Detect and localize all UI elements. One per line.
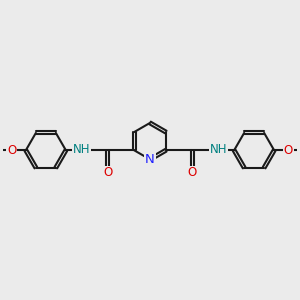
- Text: NH: NH: [209, 143, 227, 156]
- Text: N: N: [145, 153, 155, 166]
- Text: O: O: [188, 167, 197, 179]
- Text: O: O: [103, 167, 112, 179]
- Text: O: O: [7, 144, 16, 157]
- Text: NH: NH: [73, 143, 91, 156]
- Text: O: O: [284, 144, 293, 157]
